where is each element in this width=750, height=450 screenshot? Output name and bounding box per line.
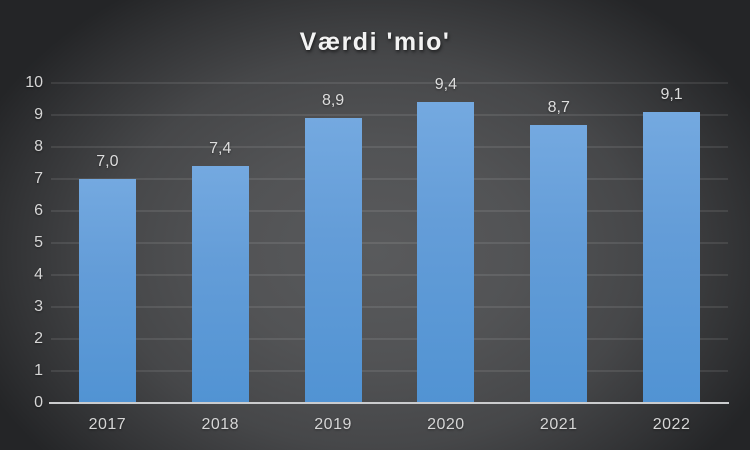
gridline-5 [51,242,728,244]
bar-value-label-2020: 9,4 [434,76,458,94]
gridline-1 [51,370,728,372]
y-tick-label-8: 8 [34,138,43,155]
bar-value-label-2019: 8,9 [321,92,345,110]
bar-value-label-2017: 7,0 [96,153,119,170]
x-tick-label-2018: 2018 [201,416,240,433]
y-tick-label-6: 6 [34,202,43,219]
bar-value-label-2022: 9,1 [660,85,683,103]
gridline-3 [51,306,728,308]
x-axis-labels: 2017 2018 2019 2020 2021 2022 [51,415,728,435]
y-tick-label-2: 2 [34,330,43,347]
y-tick-label-7: 7 [34,170,43,187]
bar-2019 [304,118,362,403]
x-tick-label-2022: 2022 [652,416,691,433]
x-axis-line [49,402,729,404]
chart-title: Værdi 'mio' [299,28,451,56]
y-tick-label-5: 5 [34,234,43,251]
y-axis-labels: 0 1 2 3 4 5 6 7 8 9 10 [0,74,43,411]
gridline-10 [51,82,728,84]
bar-2020 [417,102,475,403]
x-tick-label-2019: 2019 [314,416,352,433]
x-tick-label-2017: 2017 [88,416,127,433]
gridline-8 [51,146,728,148]
x-tick-label-2021: 2021 [539,416,578,433]
y-tick-label-10: 10 [25,74,43,91]
bar-value-label-2018: 7,4 [209,140,232,158]
x-tick-label-2020: 2020 [427,416,465,433]
gridline-9 [51,114,728,116]
bar-2018 [191,166,249,403]
bar-value-label-2021: 8,7 [547,98,570,116]
plot-area: 7,0 7,4 8,9 9,4 8,7 9,1 [49,76,729,404]
gridline-6 [51,210,728,212]
y-tick-label-4: 4 [34,266,43,283]
y-tick-label-1: 1 [34,362,43,379]
y-tick-label-3: 3 [34,298,43,315]
y-tick-label-0: 0 [34,394,43,411]
gridline-4 [51,274,728,276]
bar-2022 [643,111,701,403]
gridline-7 [51,178,728,180]
gridline-2 [51,338,728,340]
bar-2017 [78,179,136,403]
y-tick-label-9: 9 [34,106,43,123]
bar-2021 [530,124,588,403]
